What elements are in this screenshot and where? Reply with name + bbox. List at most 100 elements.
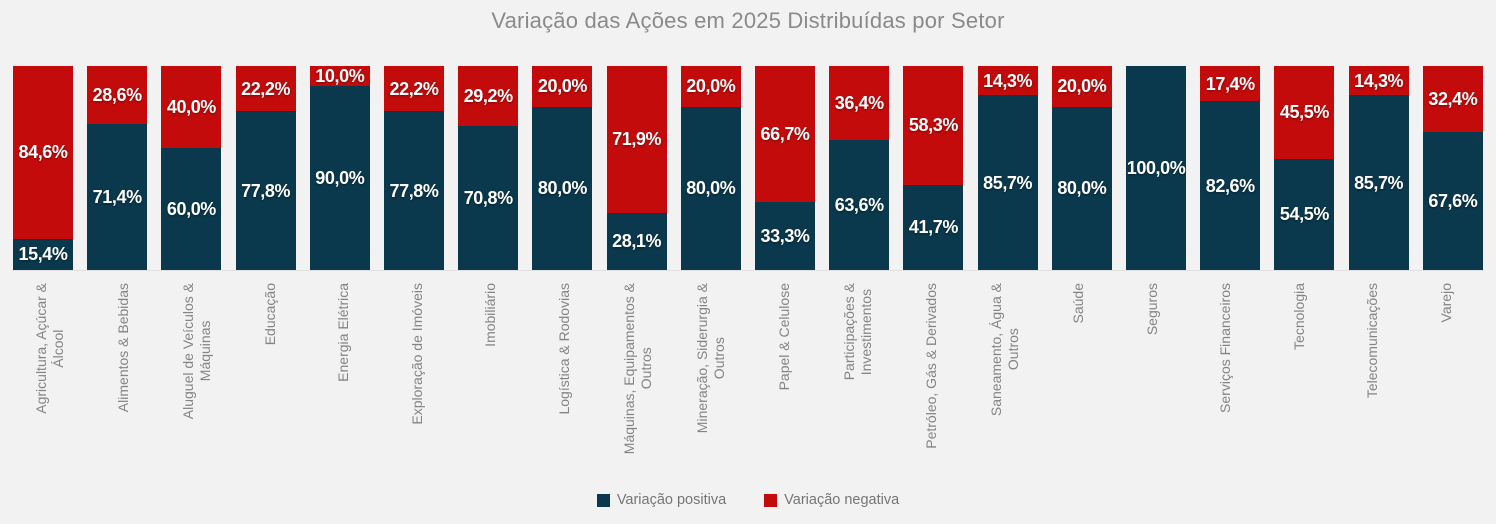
legend: Variação positiva Variação negativa bbox=[0, 492, 1496, 508]
stacked-bar: 20,0% 80,0% bbox=[1051, 66, 1112, 270]
x-axis-labels: Agricultura, Açúcar & Álcool Alimentos & … bbox=[13, 270, 1483, 489]
bar-column: 20,0% 80,0% bbox=[680, 66, 741, 270]
positive-segment[interactable]: 82,6% bbox=[1200, 101, 1261, 270]
stacked-bar: 36,4% 63,6% bbox=[829, 66, 890, 270]
x-axis-category-label: Participações & Investimentos bbox=[841, 283, 875, 381]
positive-segment[interactable]: 77,8% bbox=[384, 111, 445, 270]
bar-value-label: 60,0% bbox=[166, 198, 216, 219]
bar-value-label: 36,4% bbox=[834, 93, 884, 114]
bar-value-label: 20,0% bbox=[686, 76, 736, 97]
negative-segment[interactable]: 20,0% bbox=[680, 66, 741, 107]
bar-value-label: 66,7% bbox=[760, 124, 810, 145]
negative-segment[interactable]: 36,4% bbox=[829, 66, 890, 141]
bar-value-label: 17,4% bbox=[1205, 73, 1255, 94]
bar-column: 20,0% 80,0% bbox=[532, 66, 593, 270]
negative-segment[interactable]: 22,2% bbox=[235, 66, 296, 112]
negative-segment[interactable]: 20,0% bbox=[532, 66, 593, 107]
negative-segment[interactable]: 28,6% bbox=[87, 66, 148, 125]
x-axis-label-slot: Saúde bbox=[1042, 270, 1116, 489]
negative-segment[interactable]: 66,7% bbox=[755, 66, 816, 203]
bar-value-label: 90,0% bbox=[315, 168, 365, 189]
positive-segment[interactable]: 28,1% bbox=[606, 212, 667, 270]
x-axis-category-label: Mineração, Siderurgia & Outros bbox=[694, 283, 728, 434]
positive-segment[interactable]: 60,0% bbox=[161, 147, 222, 270]
negative-segment[interactable]: 58,3% bbox=[903, 66, 964, 185]
x-axis-label-slot: Papel & Celulose bbox=[748, 270, 822, 489]
bar-value-label: 22,2% bbox=[389, 78, 439, 99]
negative-segment[interactable]: 14,3% bbox=[1348, 66, 1409, 96]
positive-segment[interactable]: 80,0% bbox=[1051, 106, 1112, 270]
positive-segment[interactable]: 15,4% bbox=[13, 238, 73, 270]
x-axis-label-slot: Energia Elétrica bbox=[307, 270, 381, 489]
negative-segment[interactable]: 29,2% bbox=[458, 66, 519, 126]
bar-value-label: 84,6% bbox=[18, 142, 68, 163]
positive-segment[interactable]: 71,4% bbox=[87, 124, 148, 270]
x-axis-category-label: Tecnologia bbox=[1290, 283, 1307, 350]
bar-value-label: 54,5% bbox=[1279, 204, 1329, 225]
bar-value-label: 77,8% bbox=[241, 180, 291, 201]
positive-segment[interactable]: 80,0% bbox=[532, 106, 593, 270]
bar-column: 14,3% 85,7% bbox=[977, 66, 1038, 270]
x-axis-label-slot: Mineração, Siderurgia & Outros bbox=[675, 270, 749, 489]
x-axis-label-slot: Participações & Investimentos bbox=[822, 270, 896, 489]
bar-column: 28,6% 71,4% bbox=[87, 66, 148, 270]
stacked-bar: 10,0% 90,0% bbox=[309, 66, 370, 270]
bar-value-label: 22,2% bbox=[241, 78, 291, 99]
positive-segment[interactable]: 85,7% bbox=[977, 95, 1038, 270]
positive-segment[interactable]: 77,8% bbox=[235, 111, 296, 270]
negative-segment[interactable]: 40,0% bbox=[161, 66, 222, 148]
x-axis-category-label: Saúde bbox=[1070, 283, 1087, 324]
positive-segment[interactable]: 41,7% bbox=[903, 184, 964, 270]
bar-value-label: 82,6% bbox=[1205, 175, 1255, 196]
positive-segment[interactable]: 90,0% bbox=[309, 86, 370, 270]
negative-segment[interactable]: 32,4% bbox=[1422, 66, 1483, 133]
x-axis-label-slot: Saneamento, Água & Outros bbox=[969, 270, 1043, 489]
negative-segment[interactable]: 45,5% bbox=[1274, 66, 1335, 159]
bar-column: 22,2% 77,8% bbox=[235, 66, 296, 270]
positive-segment[interactable]: 54,5% bbox=[1274, 158, 1335, 270]
bar-value-label: 58,3% bbox=[908, 115, 958, 136]
legend-item[interactable]: Variação negativa bbox=[764, 492, 899, 508]
stacked-bar: 45,5% 54,5% bbox=[1274, 66, 1335, 270]
x-axis-category-label: Logística & Rodovias bbox=[555, 283, 572, 415]
bar-value-label: 28,6% bbox=[92, 85, 142, 106]
bar-value-label: 80,0% bbox=[1057, 178, 1107, 199]
negative-segment[interactable]: 84,6% bbox=[13, 66, 73, 239]
x-axis-category-label: Alimentos & Bebidas bbox=[114, 283, 131, 413]
x-axis-label-slot: Logística & Rodovias bbox=[528, 270, 602, 489]
negative-segment[interactable]: 14,3% bbox=[977, 66, 1038, 96]
negative-segment[interactable]: 71,9% bbox=[606, 66, 667, 213]
plot-area: 84,6% 15,4% 28,6% 71,4% 40,0% 60,0% 22,2% 77,8%… bbox=[13, 66, 1483, 270]
negative-segment[interactable]: 17,4% bbox=[1200, 66, 1261, 102]
positive-segment[interactable]: 67,6% bbox=[1422, 132, 1483, 270]
stacked-bar: 71,9% 28,1% bbox=[606, 66, 667, 270]
x-axis-label-slot: Educação bbox=[234, 270, 308, 489]
positive-segment[interactable]: 33,3% bbox=[755, 202, 816, 270]
bar-column: 36,4% 63,6% bbox=[829, 66, 890, 270]
stacked-bar: 100,0% bbox=[1126, 66, 1187, 270]
x-axis-category-label: Aluguel de Veículos & Máquinas bbox=[179, 283, 213, 420]
positive-segment[interactable]: 85,7% bbox=[1348, 95, 1409, 270]
stacked-bar: 14,3% 85,7% bbox=[977, 66, 1038, 270]
negative-segment[interactable]: 22,2% bbox=[384, 66, 445, 112]
bar-value-label: 10,0% bbox=[315, 66, 365, 87]
bar-column: 45,5% 54,5% bbox=[1274, 66, 1335, 270]
positive-segment[interactable]: 100,0% bbox=[1126, 66, 1187, 270]
stacked-bar: 14,3% 85,7% bbox=[1348, 66, 1409, 270]
bar-column: 58,3% 41,7% bbox=[903, 66, 964, 270]
stacked-bar: 28,6% 71,4% bbox=[87, 66, 148, 270]
positive-segment[interactable]: 70,8% bbox=[458, 125, 519, 270]
x-axis-label-slot: Petróleo, Gás & Derivados bbox=[895, 270, 969, 489]
x-axis-label-slot: Exploração de Imóveis bbox=[381, 270, 455, 489]
positive-segment[interactable]: 63,6% bbox=[829, 140, 890, 270]
stacked-bar: 32,4% 67,6% bbox=[1422, 66, 1483, 270]
bar-column: 100,0% bbox=[1126, 66, 1187, 270]
stacked-bar: 20,0% 80,0% bbox=[680, 66, 741, 270]
legend-item[interactable]: Variação positiva bbox=[596, 492, 726, 508]
bar-value-label: 15,4% bbox=[18, 244, 68, 265]
negative-segment[interactable]: 20,0% bbox=[1051, 66, 1112, 107]
positive-segment[interactable]: 80,0% bbox=[680, 106, 741, 270]
bar-value-label: 80,0% bbox=[537, 178, 587, 199]
negative-segment[interactable]: 10,0% bbox=[309, 66, 370, 87]
